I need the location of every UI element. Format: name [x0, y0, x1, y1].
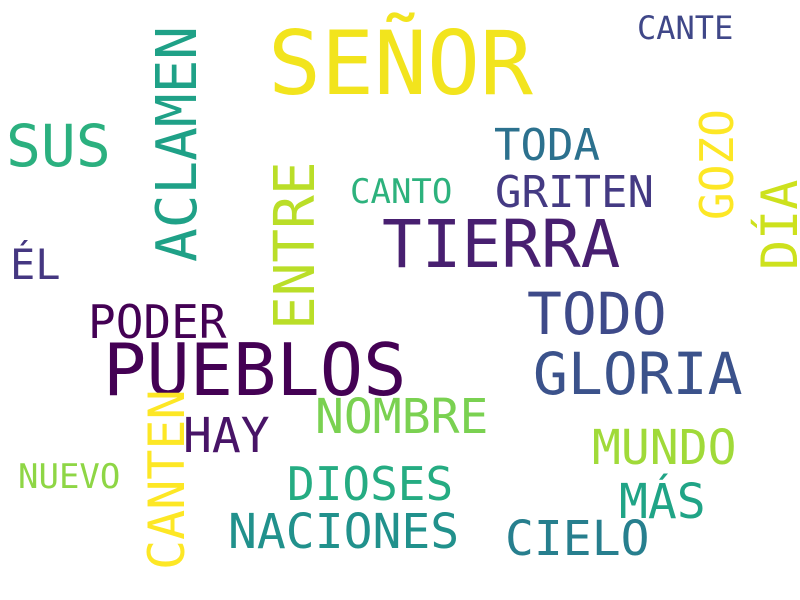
- word-dia: DÍA: [751, 179, 800, 270]
- word-aclamen: ACLAMEN: [145, 25, 210, 262]
- word-hay: HAY: [183, 408, 270, 464]
- word-mas: MÁS: [619, 474, 706, 530]
- word-entre: ENTRE: [263, 161, 328, 330]
- word-el: ÉL: [10, 240, 61, 289]
- word-canto: CANTO: [350, 172, 453, 212]
- word-nuevo: NUEVO: [18, 457, 121, 497]
- word-canten: CANTEN: [138, 389, 196, 570]
- word-cielo: CIELO: [505, 511, 650, 567]
- word-sus: SUS: [6, 112, 111, 180]
- word-gozo: GOZO: [690, 109, 744, 220]
- word-todo: TODO: [527, 280, 667, 348]
- word-mundo: MUNDO: [592, 420, 737, 476]
- word-senor: SEÑOR: [268, 12, 533, 115]
- word-dioses: DIOSES: [287, 457, 454, 511]
- word-nombre: NOMBRE: [315, 389, 489, 445]
- word-gloria: GLORIA: [533, 340, 743, 408]
- word-naciones: NACIONES: [228, 504, 460, 560]
- word-cante: CANTE: [637, 9, 734, 47]
- word-pueblos: PUEBLOS: [103, 328, 407, 412]
- word-tierra: TIERRA: [382, 206, 621, 283]
- word-poder: PODER: [88, 295, 227, 349]
- word-toda: TODA: [494, 120, 600, 171]
- word-griten: GRITEN: [495, 167, 654, 218]
